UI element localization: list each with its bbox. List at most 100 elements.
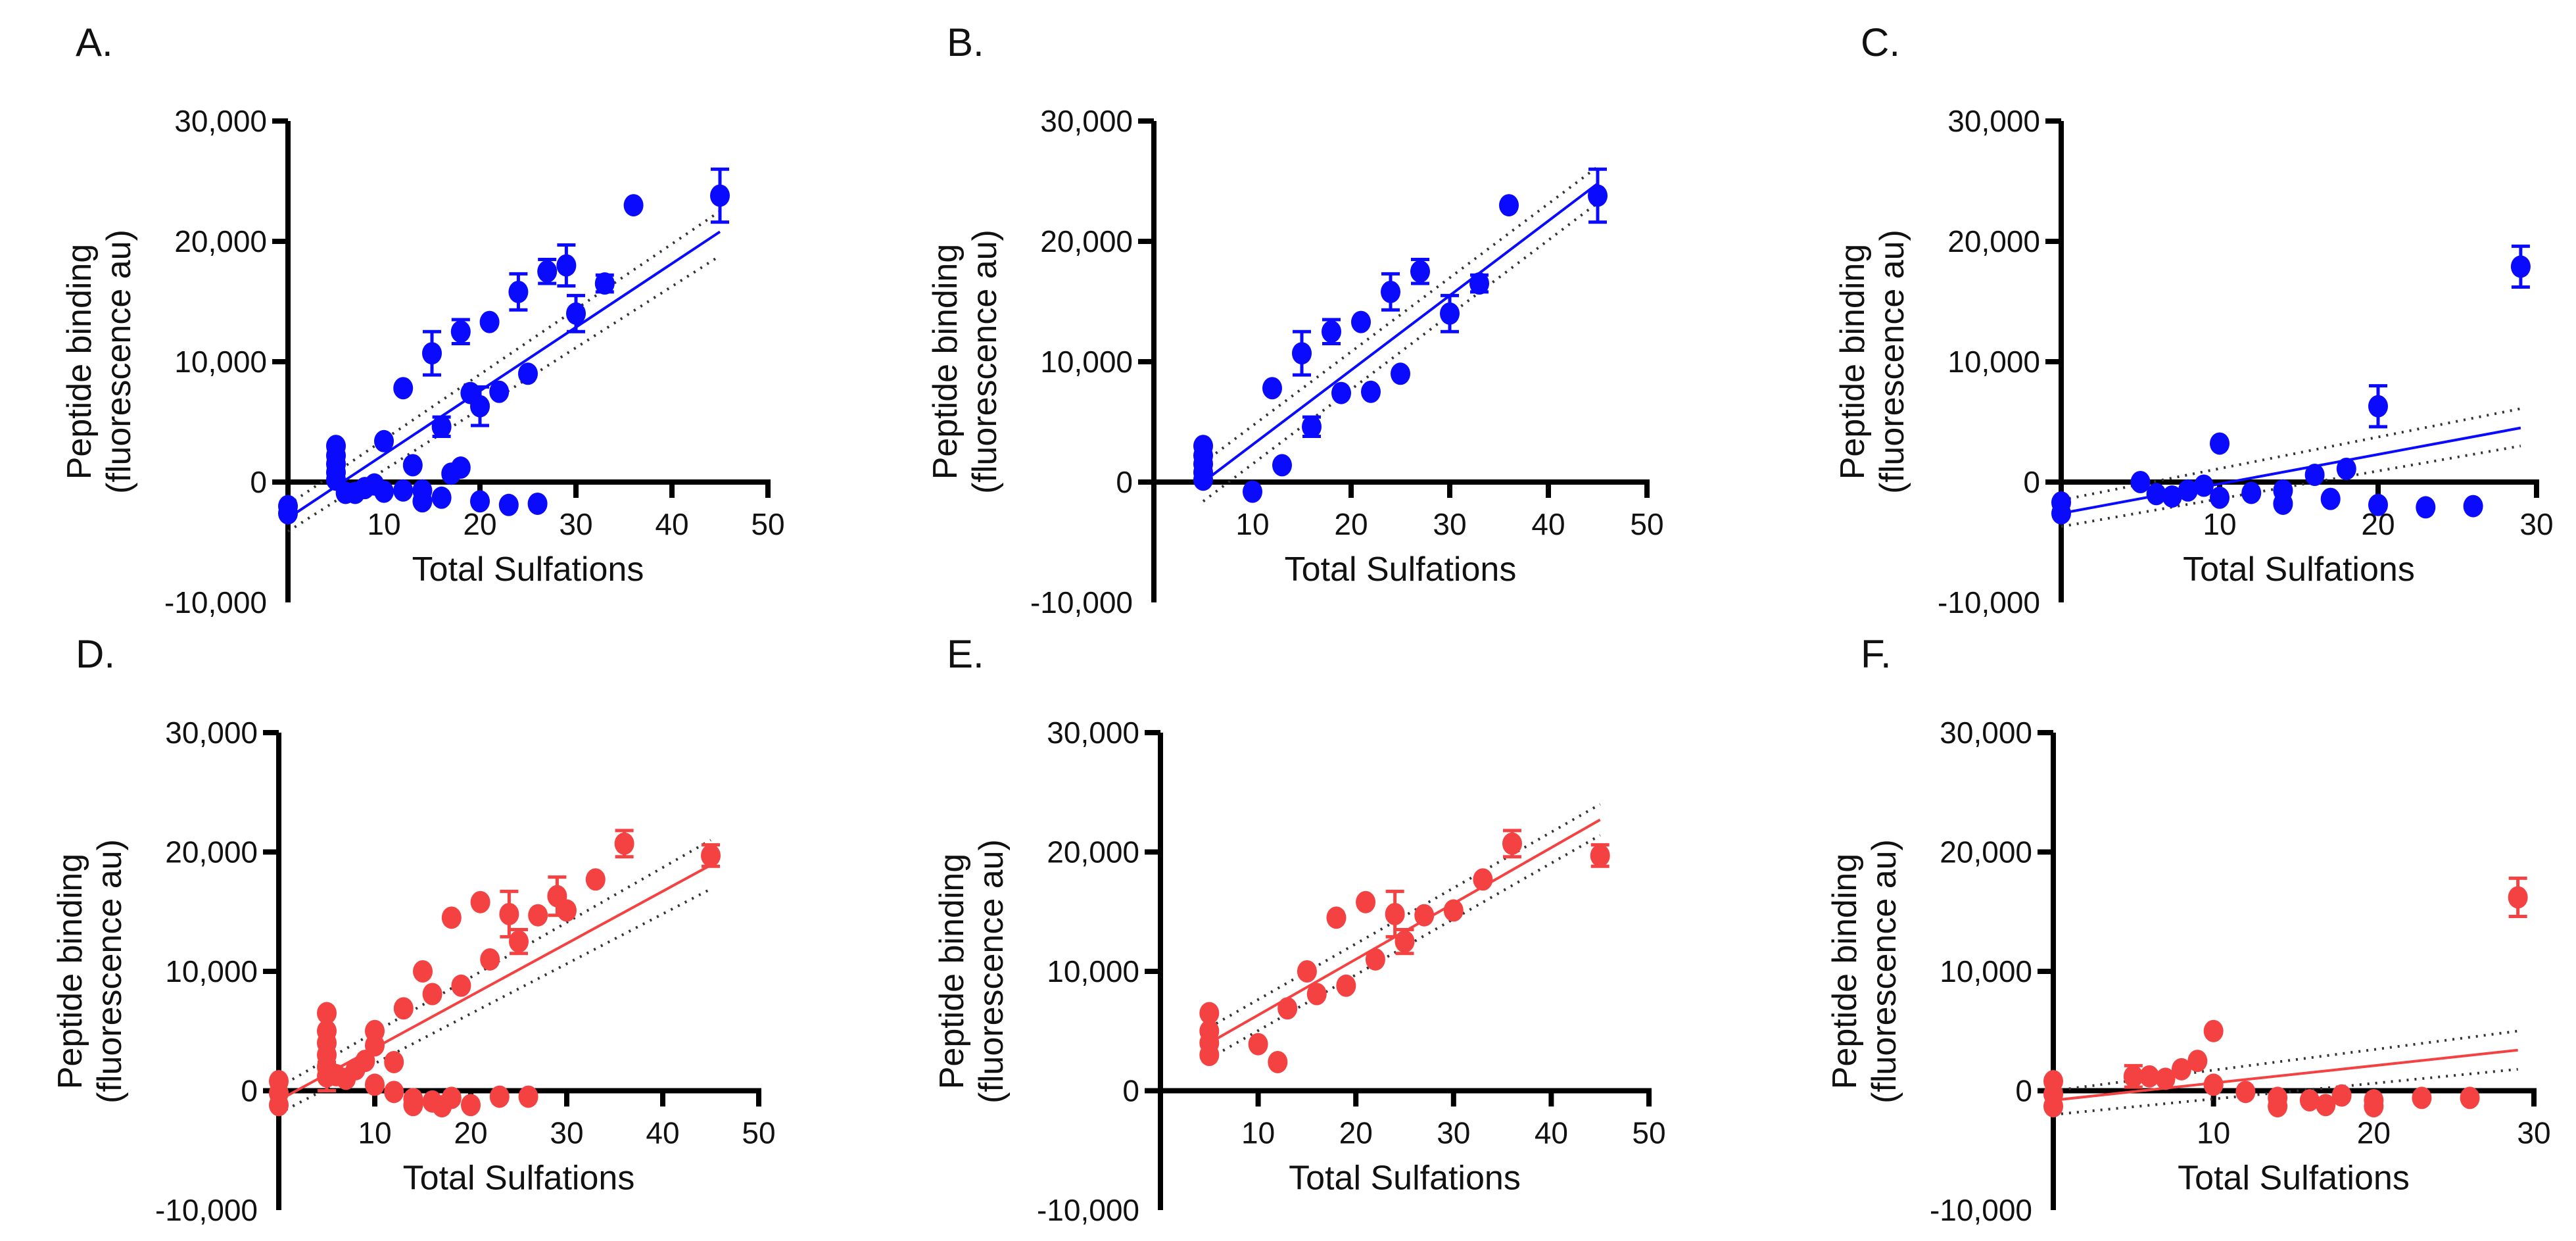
data-point — [585, 868, 606, 891]
x-tick-label: 10 — [2197, 1116, 2230, 1150]
data-point — [384, 1050, 404, 1073]
data-point — [528, 904, 548, 927]
data-point — [2336, 457, 2356, 480]
data-point — [2171, 1058, 2191, 1081]
data-point — [1410, 260, 1430, 283]
y-tick-label: 30,000 — [1047, 716, 1139, 750]
y-tick-label: 10,000 — [1040, 345, 1133, 379]
regression-line — [287, 230, 721, 520]
data-point — [1395, 930, 1415, 953]
y-axis-title: Peptide binding — [926, 244, 965, 480]
data-point — [393, 377, 414, 400]
data-point — [1292, 342, 1312, 365]
data-point — [1473, 868, 1493, 891]
data-point — [1248, 1033, 1268, 1056]
y-axis-title: (fluorescence au) — [1873, 230, 1911, 494]
data-point — [1331, 381, 1351, 404]
data-point — [1351, 310, 1371, 333]
ci-upper-line — [2053, 1029, 2518, 1092]
y-axis-title: (fluorescence au) — [91, 839, 129, 1104]
data-point — [1443, 899, 1464, 922]
data-point — [614, 832, 634, 855]
data-point — [537, 260, 558, 283]
x-tick-label: 50 — [1632, 1116, 1665, 1150]
panel-label: E. — [947, 632, 984, 676]
chart-panel: A. -10,000 0 10,000 20,000 30,000 10 20 30 40 50 To… — [60, 20, 785, 620]
data-point — [2139, 1065, 2160, 1088]
data-point — [701, 844, 721, 867]
data-point — [1243, 480, 1262, 503]
chart-panel: D. -10,000 0 10,000 20,000 30,000 10 20 30 40 50 To… — [51, 632, 776, 1227]
data-point — [2210, 486, 2230, 509]
data-point — [2316, 1094, 2336, 1117]
y-tick-label: 10,000 — [1947, 345, 2040, 379]
y-axis-title: (fluorescence au) — [972, 839, 1011, 1104]
data-point — [269, 1094, 289, 1117]
data-point — [489, 1085, 510, 1108]
y-tick-label: 0 — [1116, 465, 1133, 499]
data-point — [365, 1034, 385, 1057]
x-tick-label: 20 — [1334, 507, 1368, 541]
data-point — [2331, 1084, 2352, 1107]
panel-label: C. — [1861, 20, 1900, 64]
y-tick-label: 30,000 — [174, 104, 267, 138]
data-point — [470, 490, 490, 513]
data-point — [498, 493, 519, 516]
data-point — [527, 492, 548, 515]
data-point — [1414, 904, 1435, 927]
data-point — [499, 902, 519, 925]
y-axis-title: Peptide binding — [1826, 854, 1864, 1090]
regression-line — [2061, 426, 2521, 515]
panel-label: D. — [76, 632, 115, 676]
y-tick-label: 20,000 — [1047, 835, 1139, 869]
y-axis-title: Peptide binding — [60, 244, 99, 480]
panel-label: B. — [947, 20, 984, 64]
x-axis-title: Total Sulfations — [2178, 1159, 2410, 1198]
y-tick-label: -10,000 — [1930, 1193, 2032, 1227]
data-point — [470, 395, 490, 418]
data-point — [2364, 1095, 2384, 1118]
x-tick-label: 10 — [2203, 507, 2236, 541]
data-point — [1336, 974, 1356, 997]
y-tick-label: 0 — [1122, 1074, 1139, 1108]
data-point — [470, 890, 490, 913]
y-tick-label: 0 — [2015, 1074, 2032, 1108]
data-point — [2123, 1065, 2143, 1088]
data-point — [1502, 832, 1522, 855]
x-tick-label: 20 — [463, 507, 496, 541]
data-point — [489, 380, 510, 403]
data-point — [1356, 890, 1376, 913]
x-tick-label: 50 — [742, 1116, 775, 1150]
data-point — [2178, 479, 2198, 502]
data-point — [1322, 320, 1341, 343]
data-point — [2268, 1095, 2288, 1118]
ci-lower-line — [287, 255, 721, 533]
data-point — [2187, 1050, 2208, 1073]
data-point — [1272, 454, 1292, 477]
x-axis-title: Total Sulfations — [412, 550, 644, 589]
data-point — [365, 1073, 385, 1096]
data-point — [2368, 493, 2388, 516]
data-point — [1365, 948, 1385, 971]
y-tick-label: 10,000 — [1940, 954, 2032, 988]
data-point — [2043, 1095, 2063, 1118]
x-axis-title: Total Sulfations — [403, 1159, 635, 1198]
data-point — [317, 1002, 337, 1025]
data-point — [1297, 960, 1317, 983]
x-tick-label: 30 — [1437, 1116, 1470, 1150]
x-tick-label: 20 — [2357, 1116, 2391, 1150]
data-point — [431, 486, 452, 509]
data-point — [2241, 481, 2262, 504]
data-point — [2203, 1073, 2224, 1096]
y-axis-title: (fluorescence au) — [1865, 839, 1903, 1104]
data-point — [413, 960, 433, 983]
x-tick-label: 40 — [655, 507, 688, 541]
y-tick-label: 30,000 — [1940, 716, 2032, 750]
x-tick-label: 30 — [2519, 507, 2553, 541]
y-tick-label: 0 — [2023, 465, 2040, 499]
y-tick-label: -10,000 — [155, 1193, 258, 1227]
data-point — [2463, 495, 2483, 518]
data-point — [450, 456, 471, 479]
y-tick-label: 20,000 — [165, 835, 258, 869]
data-point — [412, 490, 433, 513]
